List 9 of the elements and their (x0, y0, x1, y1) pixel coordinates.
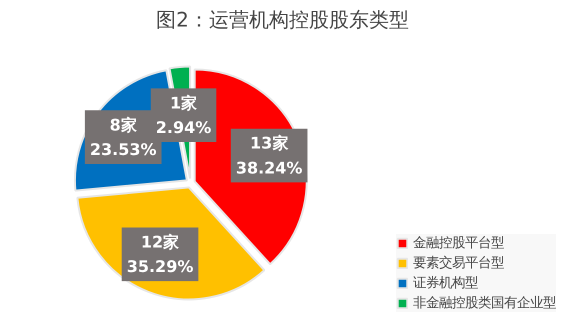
chart-title: 图2：运营机构控股股东类型 (156, 8, 409, 32)
legend-label: 证券机构型 (413, 275, 478, 292)
data-label: 1家 2.94% (156, 93, 212, 138)
data-label: 12家 35.29% (126, 232, 194, 276)
legend-label: 要素交易平台型 (413, 254, 504, 272)
legend-label: 非金融控股类国有企业型 (413, 294, 556, 312)
data-label: 13家 38.24% (236, 134, 302, 178)
data-label: 8家 23.53% (90, 115, 157, 159)
legend-label: 金融控股平台型 (413, 235, 504, 252)
